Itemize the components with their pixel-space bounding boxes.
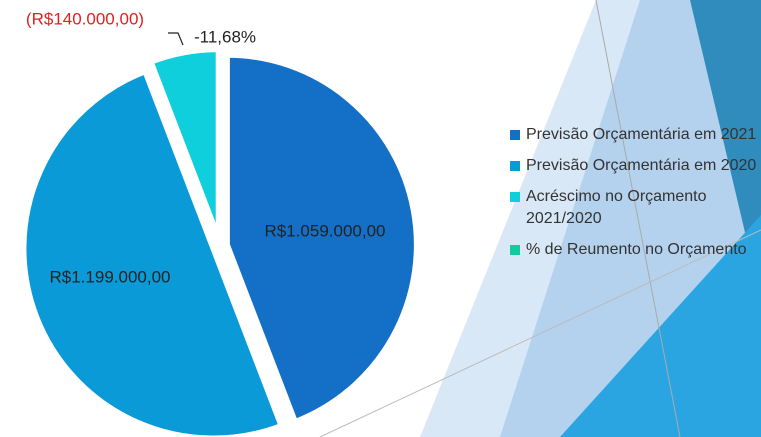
legend-swatch <box>510 245 520 255</box>
pie-slice <box>20 67 286 437</box>
legend-swatch <box>510 192 520 202</box>
value-label: R$1.199.000,00 <box>50 267 171 286</box>
value-label: R$1.059.000,00 <box>265 221 386 240</box>
legend-label: % de Reumento no Orçamento <box>526 241 747 258</box>
legend-swatch <box>510 161 520 171</box>
value-label: -11,68% <box>194 27 256 46</box>
value-label: (R$140.000,00) <box>26 9 144 28</box>
legend-swatch <box>510 130 520 140</box>
legend: Previsão Orçamentária em 2021 Previsão Or… <box>510 124 760 270</box>
legend-entry: % de Reumento no Orçamento <box>510 239 760 261</box>
leader-line <box>168 32 184 46</box>
legend-label: Acréscimo no Orçamento 2021/2020 <box>526 188 707 227</box>
legend-entry: Acréscimo no Orçamento 2021/2020 <box>510 186 760 230</box>
legend-entry: Previsão Orçamentária em 2021 <box>510 124 760 146</box>
background-decoration <box>319 0 761 437</box>
legend-entry: Previsão Orçamentária em 2020 <box>510 155 760 177</box>
legend-label: Previsão Orçamentária em 2021 <box>526 126 757 143</box>
legend-label: Previsão Orçamentária em 2020 <box>526 157 757 174</box>
pie-slice <box>223 51 420 426</box>
